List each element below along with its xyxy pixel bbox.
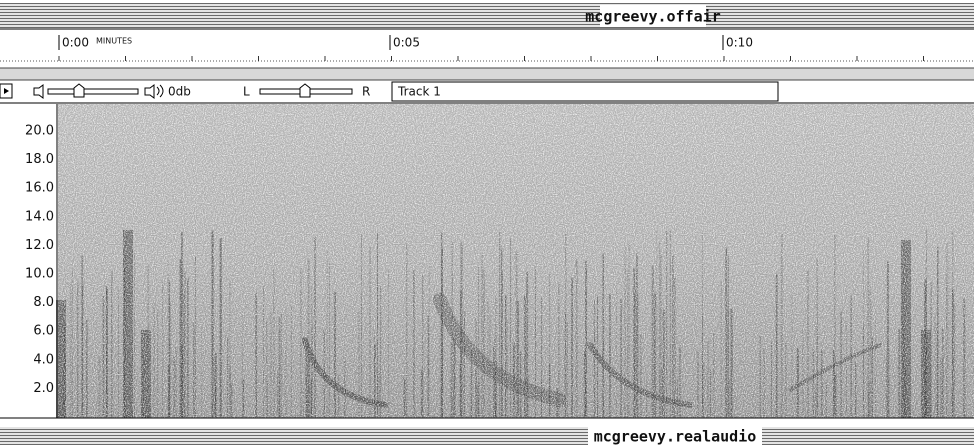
- frequency-label: 2.0: [33, 381, 54, 396]
- ruler-label: 0:00: [62, 36, 89, 50]
- volume-slider[interactable]: [47, 88, 139, 95]
- frequency-label: 20.0: [25, 124, 54, 139]
- track-name: Track 1: [397, 85, 441, 99]
- title-bar: [0, 427, 974, 445]
- title-bg: [600, 5, 706, 27]
- balance-right: R: [362, 85, 370, 99]
- frequency-label: 10.0: [25, 267, 54, 282]
- time-ruler: [0, 56, 974, 62]
- balance-left: L: [243, 85, 250, 99]
- window-title: mcgreevy.offair: [585, 8, 720, 26]
- frequency-label: 14.0: [25, 209, 54, 224]
- spectrogram-noise: [58, 104, 974, 418]
- speaker-icon: [33, 84, 44, 99]
- frequency-label: 6.0: [33, 324, 54, 339]
- ruler-label: 0:05: [393, 36, 420, 50]
- slider-thumb[interactable]: [299, 83, 311, 98]
- slider-thumb[interactable]: [73, 83, 85, 98]
- volume-label: 0db: [168, 85, 191, 99]
- frequency-label: 16.0: [25, 181, 54, 196]
- window-title: mcgreevy.realaudio: [594, 428, 757, 445]
- divider: [0, 68, 974, 80]
- ruler-unit: MINUTES: [96, 37, 132, 46]
- frequency-label: 4.0: [33, 352, 54, 367]
- frequency-label: 8.0: [33, 295, 54, 310]
- track-field[interactable]: [391, 81, 779, 102]
- frequency-label: 12.0: [25, 238, 54, 253]
- frequency-label: 18.0: [25, 152, 54, 167]
- ruler-label: 0:10: [726, 36, 753, 50]
- title-bg: [588, 427, 762, 445]
- title-bar: [0, 3, 974, 28]
